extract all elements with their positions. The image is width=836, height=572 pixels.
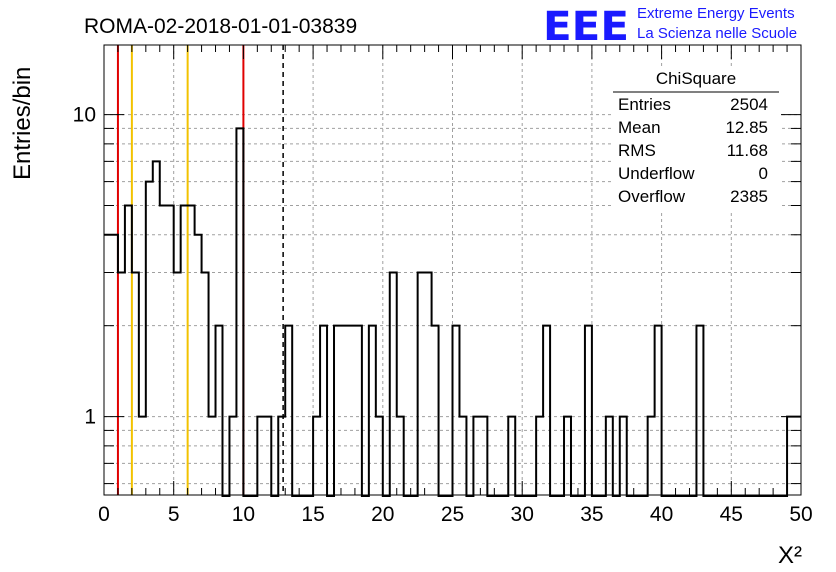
histogram-bin — [355, 326, 362, 495]
x-tick-label: 25 — [441, 503, 464, 526]
histogram-bin — [320, 326, 327, 495]
x-tick-label: 0 — [98, 503, 110, 526]
histogram-bin — [202, 273, 209, 495]
histogram-bin — [341, 326, 348, 495]
x-tick-label: 40 — [650, 503, 673, 526]
x-tick-label: 35 — [580, 503, 603, 526]
histogram-bin — [390, 273, 397, 495]
stats-title: ChiSquare — [656, 69, 736, 88]
histogram-bin — [348, 326, 355, 495]
x-tick-label: 50 — [789, 503, 812, 526]
y-tick-label: 10 — [73, 104, 96, 127]
x-tick-label: 20 — [371, 503, 394, 526]
histogram-bin — [334, 326, 341, 495]
histogram-bin — [111, 235, 118, 495]
histogram-bin — [216, 326, 223, 495]
x-tick-label: 30 — [511, 503, 534, 526]
x-tick-label: 5 — [168, 503, 180, 526]
stats-box: ChiSquare Entries 2504 Mean 12.85 RMS 11… — [613, 66, 779, 210]
histogram-bin — [153, 161, 160, 495]
reference-lines — [116, 45, 284, 495]
histogram-bin — [285, 326, 292, 495]
stats-label-rms: RMS — [618, 141, 656, 160]
stats-value-entries: 2504 — [730, 95, 768, 114]
stats-label-overflow: Overflow — [618, 187, 686, 206]
histogram-outline — [104, 127, 801, 497]
x-tick-label: 45 — [720, 503, 743, 526]
histogram-bin — [174, 273, 181, 495]
y-tick-label: 1 — [84, 406, 96, 429]
histogram-bin — [167, 206, 174, 495]
x-tick-label: 15 — [301, 503, 324, 526]
y-axis-label: Entries/bin — [9, 67, 36, 180]
histogram-bin — [146, 182, 153, 495]
histogram-bin — [188, 206, 195, 495]
histogram-bin — [369, 326, 376, 495]
histogram-bin — [425, 273, 432, 495]
tick-labels: 0 5 10 15 20 25 30 35 40 45 50 1 10 — [73, 104, 813, 526]
stats-label-entries: Entries — [618, 95, 671, 114]
histogram-bin — [160, 206, 167, 495]
stats-label-underflow: Underflow — [618, 164, 695, 183]
stats-value-rms: 11.68 — [727, 141, 768, 160]
histogram-bin — [543, 326, 550, 495]
stats-box-background — [613, 66, 779, 210]
histogram-bin — [418, 273, 425, 495]
histogram-bin — [118, 273, 125, 495]
x-tick-label: 10 — [232, 503, 255, 526]
histogram-bin — [432, 326, 439, 495]
eee-logo: EEE Extreme Energy Events La Scienza nel… — [543, 4, 797, 50]
histogram-bin — [104, 235, 111, 495]
x-axis-label: X² — [778, 542, 802, 569]
histogram — [104, 127, 801, 497]
histogram-bin — [696, 326, 703, 495]
axis-ticks — [103, 45, 802, 495]
histogram-bin — [125, 206, 132, 495]
logo-line-1: Extreme Energy Events — [637, 5, 795, 22]
histogram-bin — [195, 235, 202, 495]
chart-title: ROMA-02-2018-01-01-03839 — [84, 15, 357, 38]
histogram-bin — [236, 128, 243, 495]
eee-logo-mark: EEE — [543, 4, 629, 50]
stats-value-overflow: 2385 — [730, 187, 768, 206]
logo-line-2: La Scienza nelle Scuole — [637, 25, 797, 42]
stats-label-mean: Mean — [618, 118, 661, 137]
histogram-bin — [655, 326, 662, 495]
stats-value-mean: 12.85 — [725, 118, 768, 137]
histogram-bin — [585, 326, 592, 495]
histogram-bin — [181, 206, 188, 495]
stats-value-underflow: 0 — [759, 164, 768, 183]
histogram-bin — [132, 273, 139, 495]
histogram-bin — [453, 326, 460, 495]
